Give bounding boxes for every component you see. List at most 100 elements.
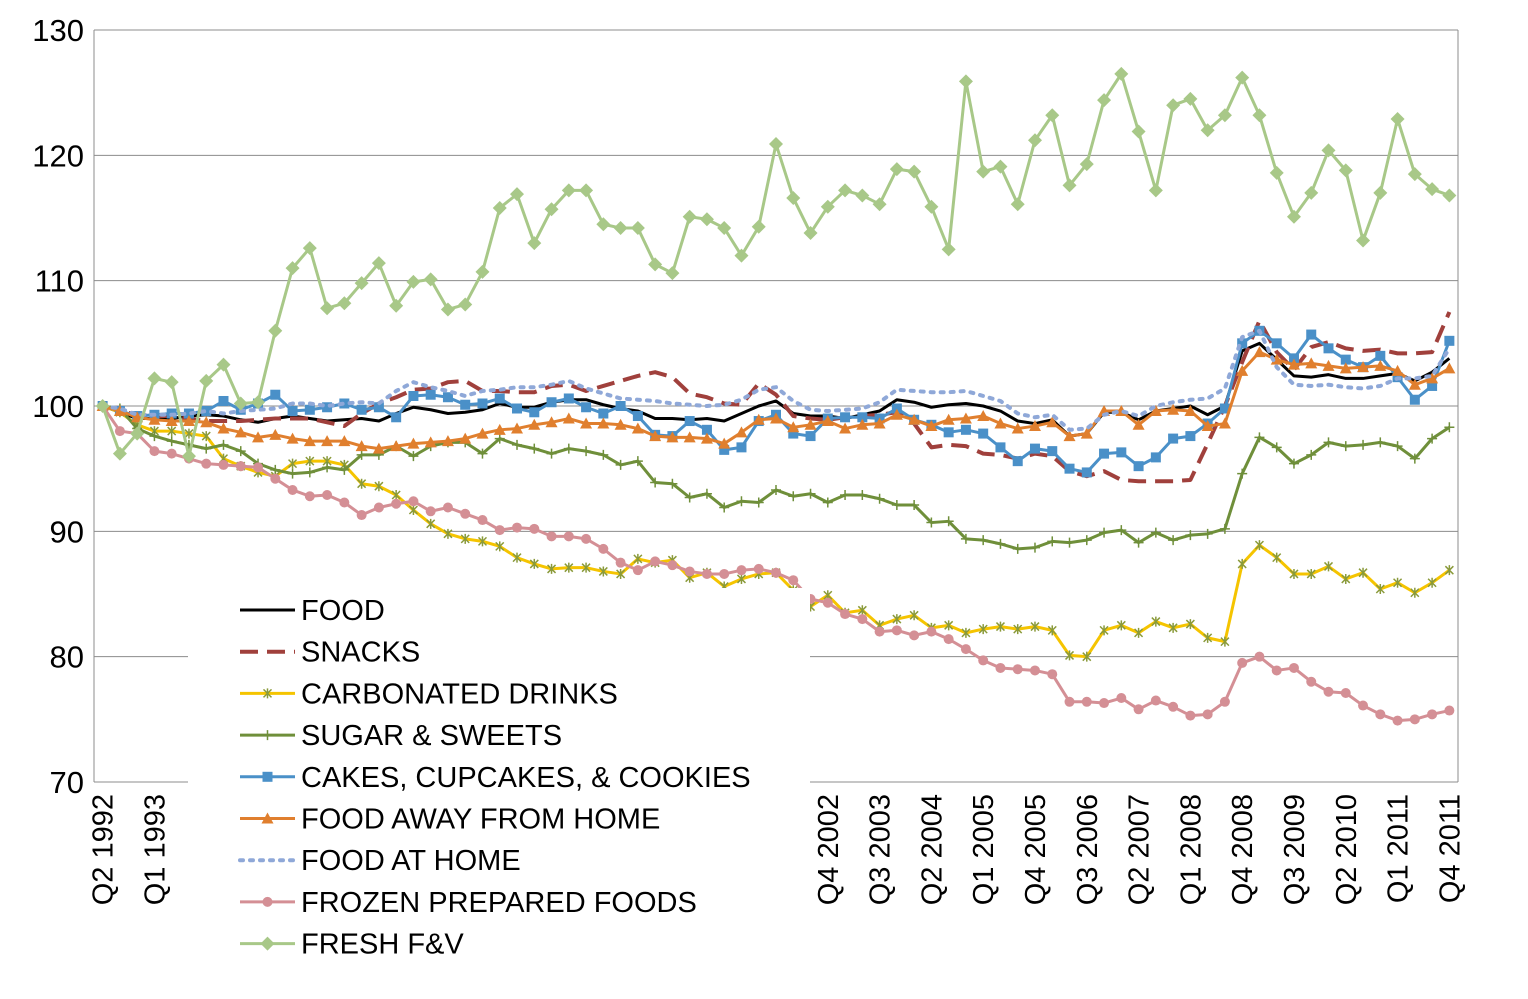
marker xyxy=(786,190,801,205)
marker xyxy=(1358,700,1369,711)
legend-box xyxy=(188,588,810,972)
marker xyxy=(1099,625,1109,636)
marker xyxy=(166,448,177,459)
marker xyxy=(667,560,678,571)
marker xyxy=(476,427,489,439)
marker xyxy=(857,412,868,423)
marker xyxy=(1012,543,1023,554)
marker xyxy=(529,443,540,454)
marker xyxy=(1443,362,1456,374)
marker xyxy=(1150,695,1161,706)
marker xyxy=(354,276,369,291)
legend-marker xyxy=(262,688,273,699)
series-line xyxy=(102,404,1451,551)
marker xyxy=(1323,686,1334,697)
marker xyxy=(564,562,574,573)
marker xyxy=(598,408,609,419)
marker xyxy=(425,506,436,517)
marker xyxy=(286,432,299,444)
marker xyxy=(684,566,695,577)
marker xyxy=(201,443,212,454)
marker xyxy=(1218,417,1231,429)
marker xyxy=(684,416,695,427)
marker xyxy=(1046,416,1059,428)
marker xyxy=(701,568,712,579)
marker xyxy=(1338,163,1353,178)
x-tick-label: Q1 2008 xyxy=(1175,794,1207,905)
marker xyxy=(978,428,989,439)
marker xyxy=(581,562,591,573)
marker xyxy=(269,428,282,440)
marker xyxy=(1168,622,1178,633)
marker xyxy=(1219,696,1230,707)
x-tick-label: Q3 2006 xyxy=(1072,794,1104,905)
marker xyxy=(978,655,989,666)
y-tick-label: 80 xyxy=(50,640,84,675)
marker xyxy=(821,415,834,427)
marker xyxy=(561,183,576,198)
marker xyxy=(1030,621,1040,632)
marker xyxy=(1012,664,1023,675)
marker xyxy=(1134,627,1144,638)
marker xyxy=(442,502,453,513)
marker xyxy=(1323,437,1334,448)
marker xyxy=(495,541,505,552)
marker xyxy=(1185,431,1196,442)
marker xyxy=(1028,420,1041,432)
marker xyxy=(130,426,145,441)
marker xyxy=(1271,442,1282,453)
marker xyxy=(1148,183,1163,198)
marker xyxy=(598,543,609,554)
marker xyxy=(545,416,558,428)
marker xyxy=(493,423,506,435)
marker xyxy=(1082,651,1092,662)
marker xyxy=(1201,420,1214,432)
marker xyxy=(1029,443,1040,454)
marker xyxy=(787,421,800,433)
marker xyxy=(1375,437,1386,448)
marker xyxy=(1064,696,1075,707)
marker xyxy=(374,481,384,492)
marker xyxy=(788,575,799,586)
series-line xyxy=(102,311,1452,484)
marker xyxy=(840,609,851,620)
marker xyxy=(1357,361,1370,373)
marker xyxy=(305,456,315,467)
marker xyxy=(926,626,937,637)
marker xyxy=(613,221,628,236)
marker xyxy=(1166,98,1181,113)
marker xyxy=(822,597,833,608)
marker xyxy=(873,417,886,429)
marker xyxy=(976,164,991,179)
marker xyxy=(356,449,367,460)
marker xyxy=(406,274,421,289)
marker xyxy=(1200,123,1215,138)
marker xyxy=(356,404,367,415)
marker xyxy=(1358,567,1368,578)
marker xyxy=(1392,441,1403,452)
marker xyxy=(1322,359,1335,371)
marker xyxy=(907,164,922,179)
marker xyxy=(596,217,611,232)
marker xyxy=(1442,188,1457,203)
marker xyxy=(769,137,783,152)
marker xyxy=(1407,167,1422,182)
marker xyxy=(460,399,471,410)
marker xyxy=(304,467,315,478)
marker xyxy=(201,431,211,442)
marker xyxy=(1079,157,1094,172)
marker xyxy=(218,439,229,450)
marker xyxy=(339,497,350,508)
marker xyxy=(1097,93,1112,108)
x-tick-label: Q4 2008 xyxy=(1227,794,1259,905)
marker xyxy=(857,605,867,616)
marker xyxy=(270,464,281,475)
marker xyxy=(372,442,385,454)
marker xyxy=(440,302,455,317)
marker xyxy=(1064,537,1075,548)
marker xyxy=(993,159,1008,174)
marker xyxy=(1203,632,1213,643)
marker xyxy=(184,428,194,439)
marker xyxy=(1323,561,1334,572)
